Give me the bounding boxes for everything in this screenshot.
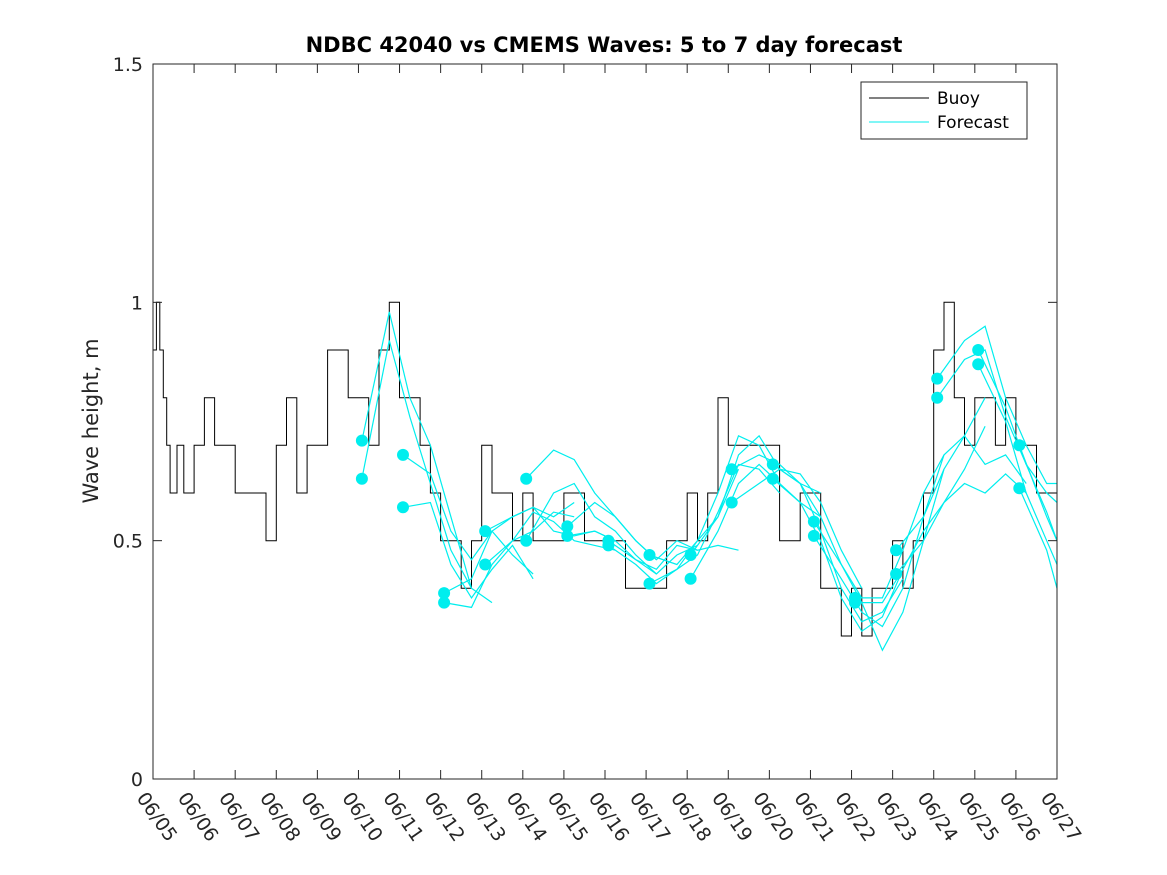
forecast-run-line-3 — [402, 501, 534, 599]
forecast-start-marker-17 — [684, 572, 697, 585]
forecast-start-marker-25 — [849, 596, 861, 609]
forecast-start-marker-28 — [931, 372, 944, 385]
forecast-start-marker-5 — [438, 596, 451, 609]
y-tick-label-1: 0.5 — [113, 531, 143, 553]
forecast-start-marker-16 — [684, 549, 697, 561]
y-tick-label-0: 0 — [131, 769, 143, 791]
forecast-run-line-15 — [649, 463, 781, 585]
forecast-start-marker-8 — [520, 472, 533, 485]
forecast-start-marker-4 — [438, 587, 451, 600]
forecast-start-marker-30 — [972, 344, 985, 356]
forecast-run-line-25 — [855, 426, 986, 604]
forecast-start-marker-7 — [479, 558, 492, 571]
forecast-start-marker-3 — [397, 501, 409, 514]
series-layer — [153, 301, 1058, 652]
forecast-run-line-2 — [402, 454, 534, 575]
forecast-start-marker-23 — [807, 529, 820, 542]
forecast-run-line-9 — [525, 482, 657, 575]
forecast-run-line-26 — [895, 434, 1027, 551]
forecast-start-marker-32 — [1013, 439, 1026, 452]
forecast-start-marker-9 — [520, 534, 533, 547]
forecast-start-marker-20 — [766, 458, 779, 471]
forecast-start-marker-29 — [931, 391, 944, 404]
forecast-start-marker-14 — [643, 549, 656, 561]
legend-box — [860, 81, 1028, 140]
forecast-start-marker-27 — [890, 568, 903, 580]
forecast-run-line-32 — [1018, 445, 1058, 541]
forecast-run-line-33 — [1018, 487, 1058, 589]
forecast-start-marker-1 — [355, 472, 368, 485]
forecast-start-marker-11 — [561, 529, 574, 542]
forecast-start-marker-18 — [725, 463, 738, 476]
buoy-series-line — [153, 301, 1058, 637]
forecast-start-marker-33 — [1013, 482, 1026, 495]
forecast-run-line-10 — [566, 501, 698, 561]
forecast-run-line-29 — [936, 349, 1058, 503]
legend: Buoy Forecast — [860, 81, 1028, 140]
forecast-start-marker-19 — [725, 496, 738, 509]
forecast-start-marker-2 — [397, 448, 409, 461]
legend-buoy-label: Buoy — [937, 89, 980, 109]
forecast-start-marker-22 — [807, 515, 820, 528]
forecast-run-line-21 — [772, 478, 904, 633]
forecast-run-line-12 — [608, 540, 739, 571]
forecast-run-line-14 — [649, 434, 781, 566]
legend-forecast-label: Forecast — [937, 113, 1009, 133]
forecast-start-marker-15 — [643, 577, 656, 590]
forecast-run-line-7 — [484, 511, 616, 565]
forecast-run-line-19 — [731, 468, 863, 589]
forecast-start-marker-0 — [355, 434, 368, 447]
forecast-start-marker-6 — [479, 525, 492, 538]
forecast-run-line-27 — [895, 473, 1027, 575]
forecast-start-marker-21 — [766, 472, 779, 485]
y-tick-label-2: 1 — [131, 292, 143, 314]
chart-title: NDBC 42040 vs CMEMS Waves: 5 to 7 day fo… — [306, 33, 903, 57]
y-tick-label-3: 1.5 — [113, 54, 143, 76]
forecast-run-line-20 — [772, 463, 904, 623]
forecast-start-marker-31 — [972, 358, 985, 371]
forecast-start-marker-10 — [561, 520, 574, 533]
markers-layer — [355, 344, 1026, 609]
forecast-start-marker-26 — [890, 544, 903, 557]
forecast-run-line-1 — [361, 340, 473, 589]
plot-area — [153, 64, 1057, 779]
forecast-run-line-28 — [936, 325, 1057, 485]
forecast-start-marker-13 — [602, 539, 615, 552]
forecast-run-line-31 — [977, 364, 1058, 565]
y-axis-label: Wave height, m — [79, 338, 103, 503]
